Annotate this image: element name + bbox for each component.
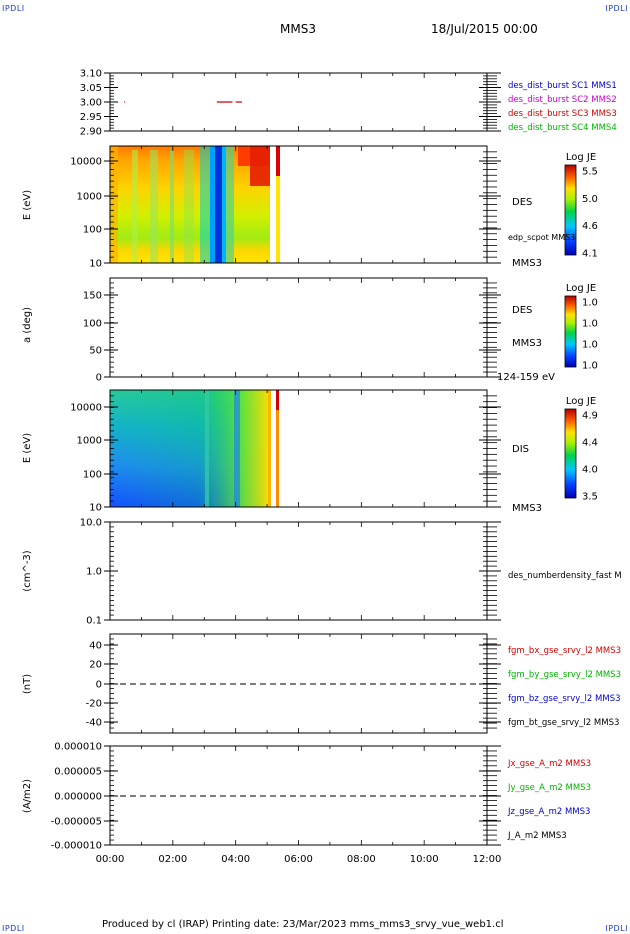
panel-6-ytick-label: -40 — [86, 718, 102, 729]
field-legend-entry: fgm_bx_gse_srvy_l2 MMS3 — [508, 646, 621, 656]
panel-3-frame — [109, 277, 488, 378]
density-legend-entry: des_numberdensity_fast M — [508, 571, 622, 581]
panel-5-ytick-label: 0.1 — [86, 616, 102, 627]
colorbar-tick-label: 4.4 — [582, 438, 598, 449]
current-legend-entry: Jz_gse_A_m2 MMS3 — [507, 807, 590, 817]
xtick-label: 06:00 — [284, 854, 313, 865]
burst-legend-entry: des_dist_burst SC1 MMS1 — [508, 81, 617, 91]
current-legend-entry: Jx_gse_A_m2 MMS3 — [507, 759, 591, 769]
colorbar-tick-label: 5.0 — [582, 194, 598, 205]
header-datetime: 18/Jul/2015 00:00 — [431, 22, 538, 36]
panel-7-ytick-label: -0.000005 — [51, 817, 102, 828]
colorbar-tick-label: 3.5 — [582, 492, 598, 503]
field-legend-entry: fgm_by_gse_srvy_l2 MMS3 — [508, 670, 621, 680]
des-energy-spectrogram — [110, 146, 280, 263]
current-legend-entry: Jy_gse_A_m2 MMS3 — [507, 783, 591, 793]
panel-2-ytick-label: 100 — [83, 225, 102, 236]
panel-5-ylabel: (cm^-3) — [22, 550, 33, 591]
xtick-label: 02:00 — [158, 854, 187, 865]
panel-7-ytick-label: 0.000010 — [54, 742, 102, 753]
colorbar-title: Log JE — [566, 152, 596, 163]
panel-right-label: MMS3 — [512, 258, 542, 269]
panel-1-frame — [109, 72, 488, 132]
field-legend-entry: fgm_bz_gse_srvy_l2 MMS3 — [508, 694, 621, 704]
panel-4-ytick-label: 10 — [89, 503, 102, 514]
xtick-label: 00:00 — [96, 854, 125, 865]
corner-label-top-right: IPDLI — [605, 4, 628, 13]
panel-4-ytick-label: 100 — [83, 470, 102, 481]
panel-right-label: MMS3 — [512, 503, 542, 514]
burst-legend-entry: des_dist_burst SC2 MMS2 — [508, 95, 617, 105]
panel-2-ylabel: E (eV) — [22, 190, 33, 220]
panel-6-ytick-label: -20 — [86, 699, 102, 710]
panel-3-ytick-label: 0 — [96, 373, 102, 384]
colorbar-tick-label: 1.0 — [582, 298, 598, 309]
panel-2-ytick-label: 10000 — [70, 157, 102, 168]
header-spacecraft: MMS3 — [280, 22, 316, 36]
panel-6-ytick-label: 20 — [89, 660, 102, 671]
xtick-label: 08:00 — [347, 854, 376, 865]
panel-4-ytick-label: 1000 — [77, 436, 102, 447]
xtick-label: 10:00 — [410, 854, 439, 865]
colorbar — [564, 295, 577, 368]
colorbar-title: Log JE — [566, 396, 596, 407]
colorbar-tick-label: 1.0 — [582, 361, 598, 372]
panel-1-ytick-label: 3.10 — [80, 69, 102, 80]
panel-4-ytick-label: 10000 — [70, 403, 102, 414]
xtick-label: 12:00 — [473, 854, 502, 865]
panel-right-label: 124-159 eV — [497, 372, 555, 383]
panel-1-ytick-label: 2.95 — [80, 112, 102, 123]
panel-1-ytick-label: 2.90 — [80, 127, 102, 138]
colorbar-tick-label: 5.5 — [582, 167, 598, 178]
panel-5-frame — [109, 521, 488, 621]
panel-right-label: DIS — [512, 444, 529, 455]
field-legend-entry: fgm_bt_gse_srvy_l2 MMS3 — [508, 718, 619, 728]
colorbar-tick-label: 1.0 — [582, 340, 598, 351]
panel-7-ytick-label: 0.000000 — [54, 792, 102, 803]
footer-credit: Produced by cl (IRAP) Printing date: 23/… — [102, 919, 504, 930]
panel-3-ytick-label: 100 — [83, 319, 102, 330]
dis-energy-spectrogram — [110, 390, 279, 507]
panel-right-label: DES — [512, 197, 532, 208]
colorbar-tick-label: 4.1 — [582, 249, 598, 260]
panel-3-ylabel: a (deg) — [22, 307, 33, 343]
xtick-label: 04:00 — [221, 854, 250, 865]
colorbar-title: Log JE — [566, 283, 596, 294]
panel-5-ytick-label: 1.0 — [86, 567, 102, 578]
panel-right-label: DES — [512, 305, 532, 316]
colorbar-tick-label: 1.0 — [582, 319, 598, 330]
panel-7-ytick-label: -0.000010 — [51, 841, 102, 852]
corner-label-top-left: IPDLI — [2, 4, 25, 13]
corner-label-bottom-right: IPDLI — [605, 924, 628, 933]
panel-6-ytick-label: 40 — [89, 641, 102, 652]
colorbar-tick-label: 4.6 — [582, 221, 598, 232]
colorbar-tick-label: 4.0 — [582, 465, 598, 476]
panel-2-ytick-label: 1000 — [77, 192, 102, 203]
panel-6-ylabel: (nT) — [22, 674, 33, 694]
panel-7-ylabel: (A/m2) — [22, 779, 33, 813]
panel-3-ytick-label: 50 — [89, 346, 102, 357]
panel-7-ytick-label: 0.000005 — [54, 767, 102, 778]
panel-4-ylabel: E (eV) — [22, 433, 33, 463]
panel-3-ytick-label: 150 — [83, 291, 102, 302]
corner-label-bottom-left: IPDLI — [2, 924, 25, 933]
colorbar-tick-label: 4.9 — [582, 411, 598, 422]
burst-legend-entry: des_dist_burst SC4 MMS4 — [508, 123, 617, 133]
panel-2-ytick-label: 10 — [89, 259, 102, 270]
burst-legend-entry: des_dist_burst SC3 MMS3 — [508, 109, 617, 119]
colorbar — [564, 164, 577, 256]
current-legend-entry: J_A_m2 MMS3 — [507, 831, 567, 841]
panel-5-ytick-label: 10.0 — [80, 518, 102, 529]
colorbar — [564, 408, 577, 499]
panel-right-label: edp_scpot MMS3 — [508, 233, 575, 242]
panel-1-ytick-label: 3.00 — [80, 98, 102, 109]
panel-6-ytick-label: 0 — [96, 680, 102, 691]
panel-1-ytick-label: 3.05 — [80, 83, 102, 94]
panel-right-label: MMS3 — [512, 338, 542, 349]
